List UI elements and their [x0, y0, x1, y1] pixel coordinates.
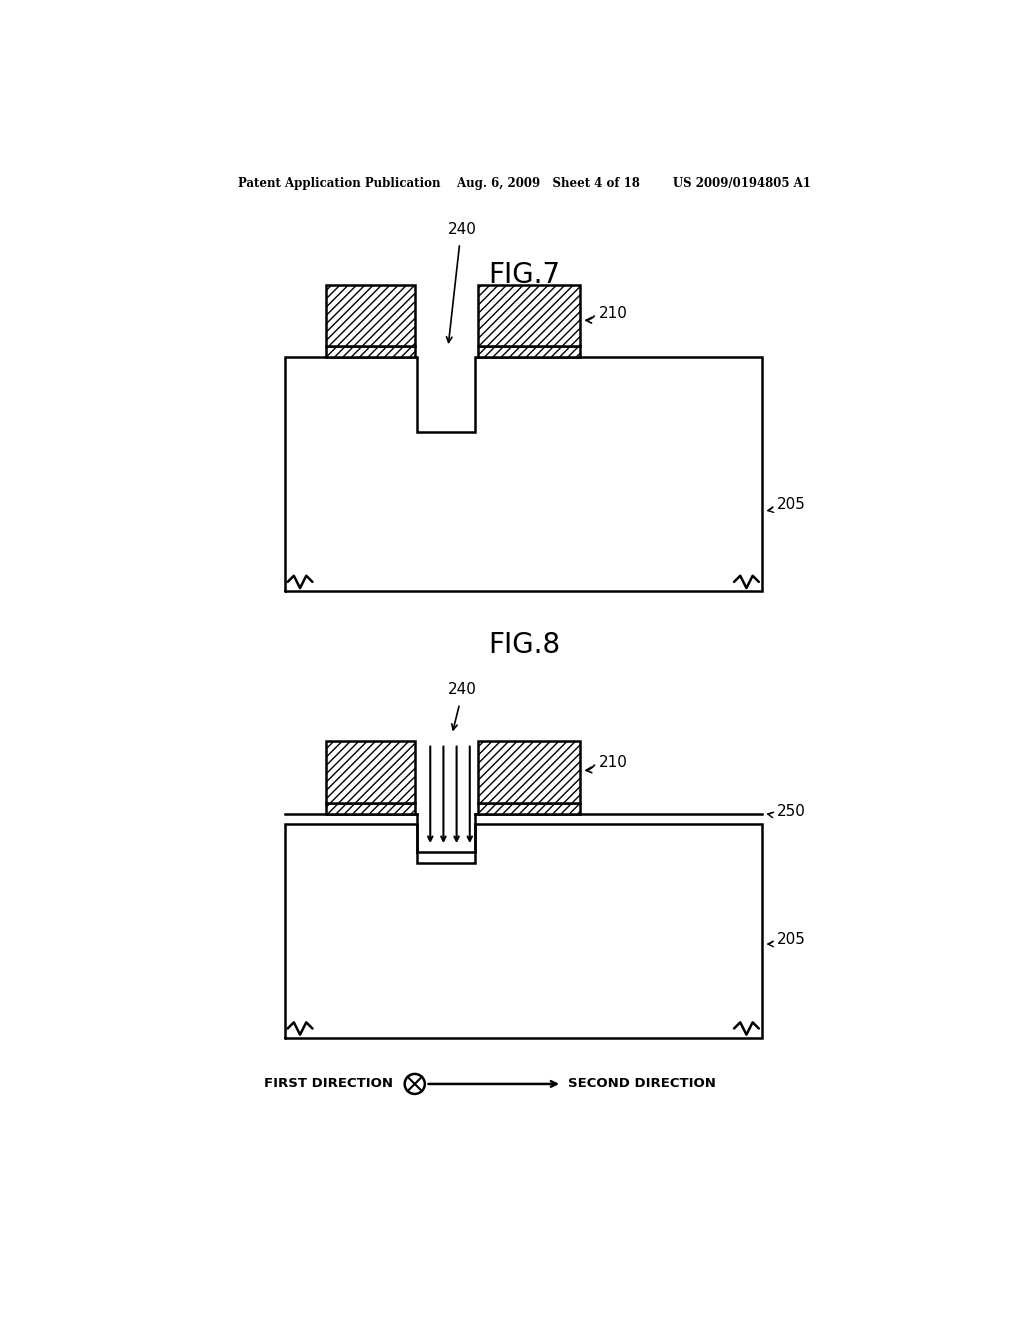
Text: 240: 240 [449, 682, 477, 697]
Polygon shape [285, 358, 762, 591]
Bar [478, 742, 580, 803]
Text: FIG.7: FIG.7 [488, 261, 561, 289]
Bar [478, 346, 580, 358]
Bar [326, 346, 415, 358]
Text: FIRST DIRECTION: FIRST DIRECTION [263, 1077, 392, 1090]
Polygon shape [285, 825, 762, 1038]
Text: Patent Application Publication    Aug. 6, 2009   Sheet 4 of 18        US 2009/01: Patent Application Publication Aug. 6, 2… [239, 177, 811, 190]
Bar [478, 803, 580, 813]
Text: 210: 210 [598, 306, 628, 322]
Text: 205: 205 [776, 932, 806, 948]
Text: FIG.8: FIG.8 [488, 631, 561, 659]
Text: SECOND DIRECTION: SECOND DIRECTION [568, 1077, 716, 1090]
Text: 240: 240 [449, 222, 477, 238]
Bar [478, 285, 580, 346]
Text: 205: 205 [776, 498, 806, 512]
Text: 210: 210 [598, 755, 628, 771]
Bar [326, 742, 415, 803]
Bar [326, 285, 415, 346]
Text: 250: 250 [776, 804, 806, 818]
Bar [326, 803, 415, 813]
